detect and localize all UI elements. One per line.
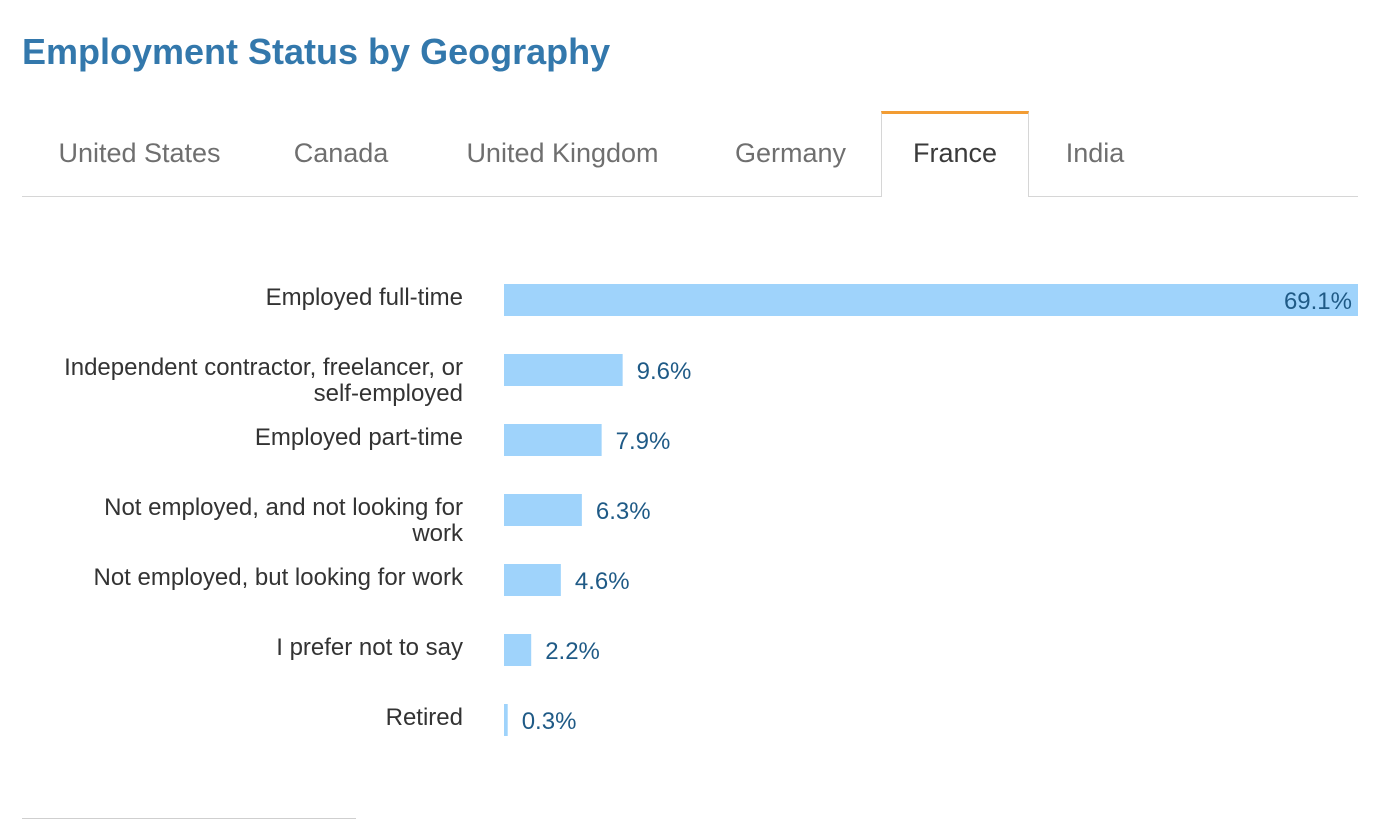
category-label-line: Employed part-time — [255, 424, 463, 451]
bar — [504, 494, 582, 526]
category-label: Employed part-time — [255, 424, 463, 451]
tab-canada[interactable]: Canada — [293, 138, 389, 168]
bar — [504, 704, 508, 736]
tab-germany[interactable]: Germany — [734, 138, 847, 168]
tab-india[interactable]: India — [1065, 138, 1125, 168]
category-label-line: work — [411, 520, 464, 547]
bar — [504, 564, 561, 596]
bar-value-label: 0.3% — [522, 708, 577, 735]
category-label-line: I prefer not to say — [276, 634, 463, 661]
category-label-line: Retired — [386, 704, 463, 731]
geography-tabs: United States Canada United Kingdom Germany… — [22, 111, 1358, 197]
tab-france[interactable]: France — [881, 111, 1029, 197]
bar-value-label: 9.6% — [637, 358, 692, 385]
bar — [504, 354, 623, 386]
bar-value-label: 4.6% — [575, 568, 630, 595]
footer-divider — [22, 818, 356, 819]
bar-value-label: 6.3% — [596, 498, 651, 525]
bar — [504, 284, 1358, 316]
category-label-line: self-employed — [314, 380, 463, 407]
tab-united-kingdom[interactable]: United Kingdom — [466, 138, 659, 168]
category-label-line: Not employed, but looking for work — [93, 564, 464, 591]
category-label: Employed full-time — [266, 284, 463, 311]
bar — [504, 424, 602, 456]
category-label-line: Not employed, and not looking for — [104, 494, 463, 521]
tab-united-states[interactable]: United States — [58, 138, 221, 168]
category-label: Independent contractor, freelancer, or se… — [64, 354, 463, 407]
bar — [504, 634, 532, 666]
bar-value-label: 2.2% — [545, 638, 600, 665]
bar-value-label: 69.1% — [1284, 288, 1352, 315]
category-label: Not employed, and not looking for work — [104, 494, 464, 547]
category-label: Not employed, but looking for work — [93, 564, 464, 591]
category-label-line: Independent contractor, freelancer, or — [64, 354, 463, 381]
bar-value-label: 7.9% — [616, 428, 671, 455]
category-label-line: Employed full-time — [266, 284, 463, 311]
category-label: I prefer not to say — [276, 634, 463, 661]
page-title: Employment Status by Geography — [22, 31, 611, 72]
category-label: Retired — [386, 704, 463, 731]
